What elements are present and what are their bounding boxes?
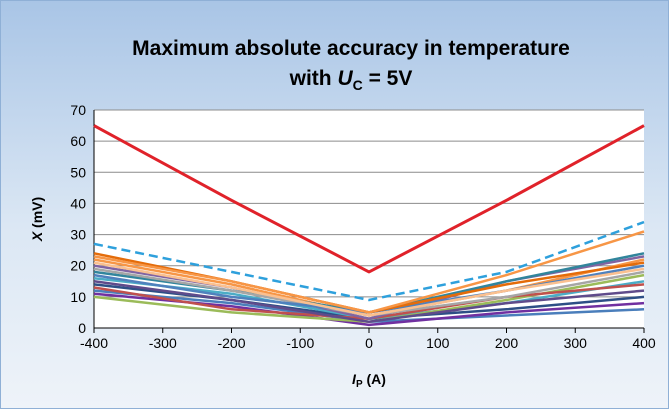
x-tick-label: 0 [365, 335, 373, 351]
y-tick-label: 0 [78, 320, 86, 336]
x-tick-label: 400 [632, 335, 656, 351]
x-axis-label: IP (A) [352, 371, 386, 390]
series-group [93, 124, 645, 327]
series-line [93, 230, 645, 314]
series-line [93, 220, 645, 302]
y-tick-label: 40 [70, 195, 86, 211]
chart-title-line1: Maximum absolute accuracy in temperature [132, 37, 570, 60]
y-tick-label: 70 [70, 102, 86, 118]
x-tick-labels: -400 -300 -200 -100 0 100 200 300 400 [80, 335, 656, 351]
y-tick-label: 60 [70, 133, 86, 149]
y-tick-labels: 0 10 20 30 40 50 60 70 [70, 102, 86, 336]
series-line [93, 124, 645, 274]
x-tick-label: -400 [80, 335, 108, 351]
series-line [93, 261, 645, 317]
y-tick-label: 20 [70, 258, 86, 274]
gridlines [93, 109, 645, 333]
x-tick-label: 100 [426, 335, 450, 351]
y-tick-label: 10 [70, 289, 86, 305]
x-tick-label: -300 [149, 335, 177, 351]
x-tick-label: -200 [217, 335, 245, 351]
y-axis-label: X (mV) [29, 197, 45, 242]
x-tick-label: -100 [286, 335, 314, 351]
y-tick-label: 30 [70, 227, 86, 243]
series-line [93, 280, 645, 324]
x-tick-label: 200 [495, 335, 519, 351]
y-tick-label: 50 [70, 164, 86, 180]
chart-title-line2: with UC = 5V [289, 67, 413, 93]
x-tick-label: 300 [564, 335, 588, 351]
